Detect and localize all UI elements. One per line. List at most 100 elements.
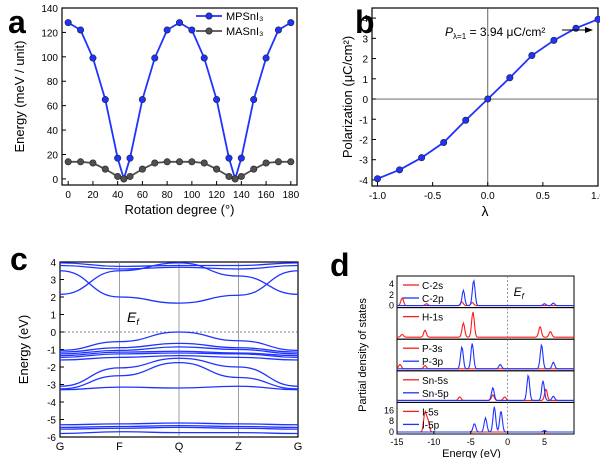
data-point <box>101 165 109 173</box>
y-tick-label: 140 <box>41 4 58 15</box>
pdos-curve <box>397 311 574 338</box>
data-point <box>64 19 72 27</box>
panel-letter-d: d <box>330 247 350 283</box>
legend-label: C-2s <box>422 281 443 292</box>
data-point <box>550 36 558 44</box>
x-tick-label: -5 <box>467 437 475 447</box>
data-point <box>77 158 85 166</box>
data-point <box>200 159 208 167</box>
data-point <box>126 172 134 180</box>
y-tick-label: -2 <box>47 363 56 374</box>
data-point <box>225 154 233 162</box>
x-tick-label: -1.0 <box>369 191 387 202</box>
x-tick-label: -15 <box>390 437 403 447</box>
pdos-curve <box>397 406 574 433</box>
y-tick-label: 100 <box>41 53 58 64</box>
data-point <box>163 26 171 34</box>
band-line <box>59 424 299 429</box>
data-point <box>89 159 97 167</box>
y-tick-label: -3 <box>359 156 368 167</box>
data-point <box>287 19 295 27</box>
data-point <box>374 175 382 183</box>
data-point <box>396 166 404 174</box>
pdos-curve <box>397 343 574 370</box>
y-tick-label: 2 <box>389 290 394 300</box>
y-tick-label: -1 <box>359 115 368 126</box>
x-tick-label: 120 <box>208 190 225 201</box>
panel-b-chart: -1.0 -0.5 0.0 0.5 1.0 -4 -3 -2 -1 0 1 2 3 4 λ Polarizat… <box>340 7 600 219</box>
data-point <box>151 159 159 167</box>
y-tick-label: 0 <box>52 175 58 186</box>
legend-label: I-5p <box>422 420 440 431</box>
panel-d-chart: Partial density of statesC-2sC-2p420H-1s… <box>357 275 575 458</box>
y-tick-label: -2 <box>359 135 368 146</box>
y-tick-label: -6 <box>47 433 56 444</box>
panel-letter-b: b <box>355 4 375 40</box>
panel-a-chart: 0 20 40 60 80 100 120 140 160 180 0 20 40 60 80 100 120 1… <box>12 4 300 217</box>
y-tick-label: -5 <box>47 416 56 427</box>
x-tick-label: 140 <box>233 190 250 201</box>
fermi-label: Ef <box>127 309 140 327</box>
x-axis-label: Rotation degree (°) <box>125 202 235 217</box>
legend-label: Sn-5p <box>422 389 449 400</box>
legend-label: Sn-5s <box>422 376 448 387</box>
legend-label: MPSnI₃ <box>226 11 264 23</box>
x-tick-label: 40 <box>112 190 124 201</box>
data-point <box>287 158 295 166</box>
x-tick-label: 60 <box>137 190 149 201</box>
panel-letter-c: c <box>10 241 28 277</box>
data-point <box>528 52 536 60</box>
band-line <box>59 361 299 390</box>
band-line <box>59 262 299 268</box>
legend-marker <box>205 27 213 35</box>
y-tick-label: -4 <box>47 398 56 409</box>
legend-label: P-3p <box>422 357 444 368</box>
y-tick-label: 0 <box>50 328 56 339</box>
data-point <box>120 175 128 183</box>
data-point <box>77 26 85 34</box>
y-tick-label: 2 <box>50 293 56 304</box>
y-tick-label: 60 <box>47 102 59 113</box>
data-point <box>231 175 239 183</box>
band-line <box>59 431 299 435</box>
annotation-arrowhead <box>585 27 593 33</box>
data-point <box>101 96 109 104</box>
annotation-text: Pλ=1 = 3.94 μC/cm² <box>445 25 545 41</box>
x-tick-label: 1.0 <box>591 191 600 202</box>
legend-label: MASnI₃ <box>226 26 264 38</box>
data-point <box>200 54 208 62</box>
legend-label: P-3s <box>422 344 443 355</box>
legend-marker <box>205 12 213 20</box>
y-axis-label: Partial density of states <box>357 298 369 412</box>
data-point <box>176 158 184 166</box>
y-tick-label: 40 <box>47 126 59 137</box>
data-point <box>462 116 470 124</box>
data-point <box>151 54 159 62</box>
x-tick-label: -0.5 <box>424 191 442 202</box>
y-tick-label: 4 <box>389 279 394 289</box>
data-point <box>274 158 282 166</box>
x-tick-label: 160 <box>258 190 275 201</box>
x-tick-label: -10 <box>427 437 440 447</box>
x-tick-label: 0.5 <box>536 191 550 202</box>
band-line <box>59 354 299 361</box>
data-point <box>64 158 72 166</box>
data-point <box>250 96 258 104</box>
y-axis-label: Energy (meV / unit) <box>12 41 27 153</box>
kpoint-label: Q <box>175 441 184 453</box>
band-line <box>59 357 299 387</box>
x-tick-label: 0.0 <box>481 191 495 202</box>
data-point <box>176 19 184 27</box>
data-point <box>163 158 171 166</box>
y-axis-label: Polarization (μC/cm²) <box>340 36 355 158</box>
data-point <box>188 158 196 166</box>
plot-frame <box>61 7 298 186</box>
kpoint-label: G <box>56 441 65 453</box>
y-tick-label: 20 <box>47 150 59 161</box>
y-tick-label: 0 <box>389 301 394 311</box>
y-tick-label: 1 <box>362 75 368 86</box>
legend-label: I-5s <box>422 407 439 418</box>
data-point <box>262 159 270 167</box>
kpoint-label: F <box>116 441 123 453</box>
legend-label: H-1s <box>422 313 443 324</box>
